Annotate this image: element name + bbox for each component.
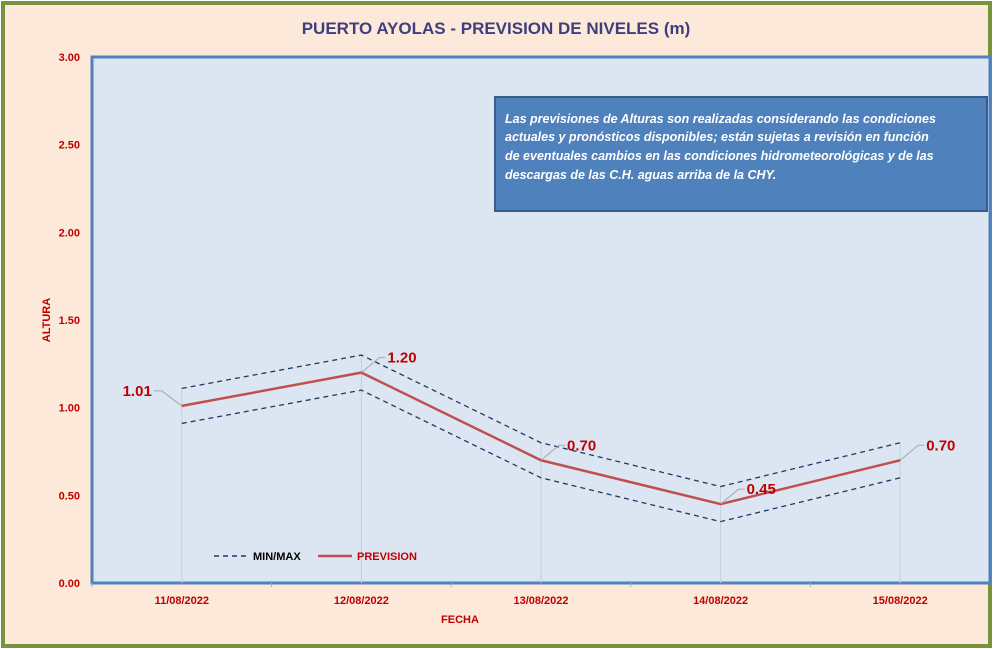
data-label-leader bbox=[153, 390, 183, 407]
legend-prevision-label: PREVISION bbox=[357, 551, 417, 563]
chart-title: PUERTO AYOLAS - PREVISION DE NIVELES (m) bbox=[302, 19, 691, 38]
x-tick-label: 13/08/2022 bbox=[513, 595, 568, 607]
data-label-leader bbox=[540, 444, 565, 461]
legend-minmax-label: MIN/MAX bbox=[253, 551, 301, 563]
y-tick-label: 3.00 bbox=[59, 52, 80, 64]
y-axis-title: ALTURA bbox=[41, 298, 53, 342]
y-tick-label: 1.50 bbox=[59, 315, 80, 327]
annotation-line: de eventuales cambios en las condiciones… bbox=[505, 149, 934, 163]
annotation-line: descargas de las C.H. aguas arriba de la… bbox=[505, 168, 776, 182]
data-label-leader bbox=[720, 488, 745, 505]
x-tick-label: 14/08/2022 bbox=[693, 595, 748, 607]
data-label: 0.45 bbox=[747, 481, 776, 498]
data-label: 0.70 bbox=[567, 437, 596, 454]
data-label: 0.70 bbox=[926, 437, 955, 454]
y-tick-label: 1.00 bbox=[59, 403, 80, 415]
data-label-leader bbox=[361, 357, 386, 373]
annotation-box: Las previsiones de Alturas son realizada… bbox=[494, 96, 988, 212]
data-label-leader bbox=[899, 444, 925, 461]
data-label: 1.01 bbox=[123, 383, 152, 400]
x-axis-title: FECHA bbox=[441, 614, 479, 626]
y-tick-label: 2.00 bbox=[59, 227, 80, 239]
y-tick-label: 0.50 bbox=[59, 490, 80, 502]
data-label: 1.20 bbox=[387, 350, 416, 367]
x-tick-label: 12/08/2022 bbox=[334, 595, 389, 607]
x-tick-label: 11/08/2022 bbox=[155, 595, 209, 607]
annotation-line: actuales y pronósticos disponibles; está… bbox=[505, 130, 929, 144]
y-tick-label: 2.50 bbox=[59, 140, 80, 152]
annotation-line: Las previsiones de Alturas son realizada… bbox=[505, 112, 936, 126]
legend: MIN/MAX PREVISION bbox=[214, 551, 417, 563]
y-tick-label: 0.00 bbox=[59, 578, 80, 590]
x-tick-label: 15/08/2022 bbox=[873, 595, 928, 607]
